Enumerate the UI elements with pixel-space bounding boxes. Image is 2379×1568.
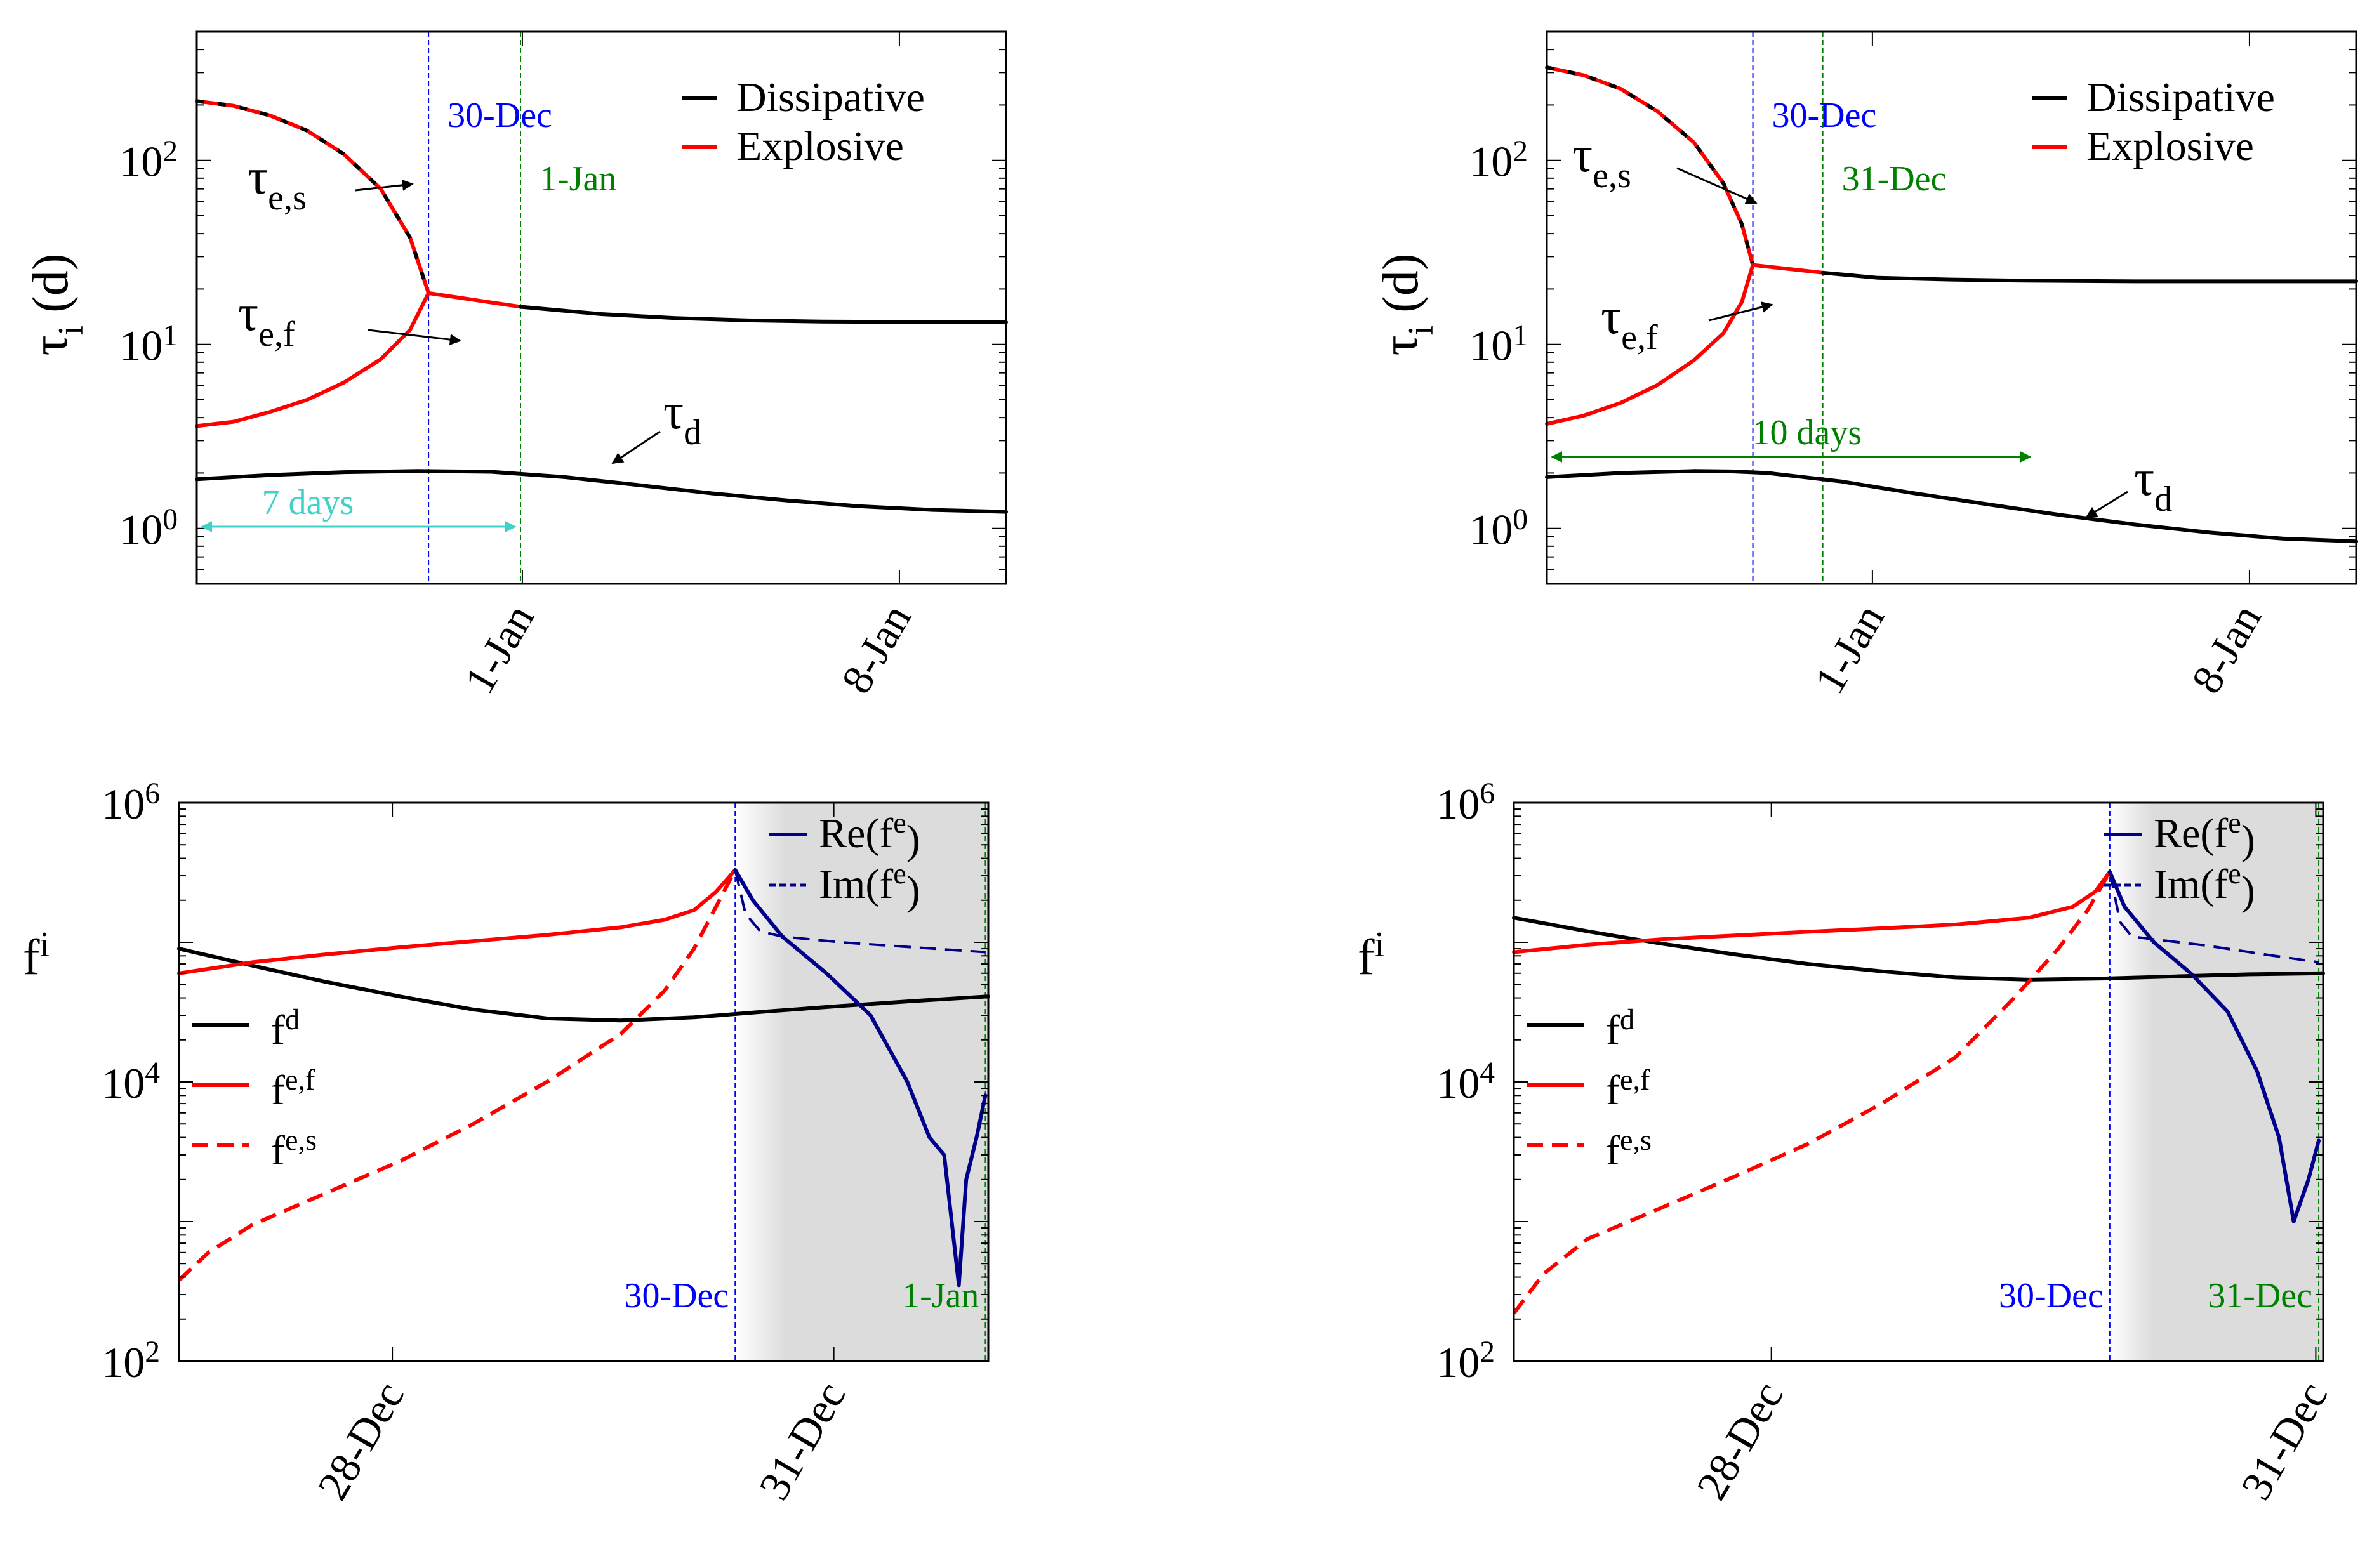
span-label: 7 days <box>262 483 354 522</box>
y-tick-label: 102 <box>1469 135 1528 186</box>
x-tick-label: 1-Jan <box>1805 596 1893 702</box>
y-tick-label: 102 <box>119 135 178 186</box>
tau-annotation: τe,f <box>238 286 295 354</box>
pointer-arrow <box>368 329 461 346</box>
y-axis-label: fi <box>23 925 50 985</box>
legend-label: Dissipative <box>2086 74 2275 121</box>
legend-label: Im(fe) <box>2154 857 2255 914</box>
series-im-fe- <box>734 869 986 954</box>
series-explosive-merged- <box>427 291 522 309</box>
tau-annotation: τe,s <box>1572 127 1631 195</box>
legend-label: Explosive <box>2086 123 2254 169</box>
series-explosive-lower- <box>195 291 431 428</box>
x-tick-label: 28-Dec <box>1687 1374 1793 1508</box>
x-tick-label: 1-Jan <box>454 596 543 702</box>
shaded-region <box>735 803 988 1361</box>
y-tick-label: 102 <box>102 1336 160 1387</box>
pointer-arrow <box>355 179 414 192</box>
series-dissipative-merged- <box>519 305 1008 324</box>
x-tick-label: 8-Jan <box>832 596 920 702</box>
tau-annotation: τd <box>2134 451 2172 519</box>
series-fe-f <box>1512 869 2112 954</box>
tau-annotation: τe,s <box>248 149 307 218</box>
legend-label: Re(fe) <box>819 807 920 863</box>
tau-annotation: τe,f <box>1601 289 1658 357</box>
x-tick-label: 31-Dec <box>750 1374 855 1508</box>
legend-label: Explosive <box>736 123 904 169</box>
vline-label: 1-Jan <box>902 1276 979 1315</box>
vline-label: 30-Dec <box>1999 1276 2104 1315</box>
vline-label: 31-Dec <box>2208 1276 2312 1315</box>
vline-label: 30-Dec <box>1772 96 1877 135</box>
panel-top-left: 30-Dec 1-Jan 100 101 102 1-Jan 8-Jan τi (d) Diss… <box>22 30 1008 702</box>
pointer-arrow <box>2085 491 2128 518</box>
span-label: 10 days <box>1753 413 1862 452</box>
x-tick-label: 8-Jan <box>2182 596 2270 702</box>
series-dissipative-merged- <box>1820 270 2358 284</box>
series--d <box>195 469 1008 514</box>
pointer-arrow <box>611 430 661 464</box>
series-explosive-merged- <box>1751 263 1825 275</box>
vline-label: 30-Dec <box>447 96 552 135</box>
series-fe-s <box>177 869 737 1282</box>
shaded-region <box>2109 803 2323 1361</box>
legend-label: fe,s <box>1606 1124 1652 1174</box>
y-tick-label: 106 <box>1436 777 1495 828</box>
y-tick-label: 100 <box>119 503 178 554</box>
legend-label: Im(fe) <box>819 857 920 914</box>
vline-label: 30-Dec <box>624 1276 729 1315</box>
vline-label: 1-Jan <box>540 159 616 199</box>
x-tick-label: 28-Dec <box>308 1374 413 1508</box>
series-re-fe- <box>733 867 988 1288</box>
x-tick-label: 31-Dec <box>2232 1374 2337 1508</box>
y-tick-label: 106 <box>102 777 160 828</box>
y-axis-label: τi (d) <box>22 254 91 356</box>
series-dissipative-upper-dashed-overlay- <box>196 99 430 294</box>
series-explosive-upper- <box>195 99 431 295</box>
plot-frame <box>195 30 1007 585</box>
series-explosive-lower- <box>1545 263 1755 426</box>
y-tick-label: 100 <box>1469 503 1528 554</box>
plot-frame <box>1546 30 2357 585</box>
tau-annotation: τd <box>663 384 701 452</box>
legend-label: fd <box>1606 1003 1634 1053</box>
vline-label: 31-Dec <box>1842 159 1947 199</box>
series-fd <box>177 947 990 1023</box>
pointer-arrow <box>1708 301 1773 322</box>
panel-bottom-left: 30-Dec 1-Jan 102 104 106 28-Dec 31-Dec fi fd fe,f… <box>23 777 990 1508</box>
legend-label: Re(fe) <box>2154 807 2255 863</box>
y-tick-label: 102 <box>1436 1336 1495 1387</box>
series--d <box>1545 469 2358 544</box>
y-axis-label: τi (d) <box>1372 254 1441 356</box>
series-re-fe- <box>2107 869 2321 1223</box>
legend-label: fe,f <box>271 1064 315 1114</box>
y-tick-label: 101 <box>119 319 178 370</box>
y-tick-label: 101 <box>1469 319 1528 370</box>
y-tick-label: 104 <box>1436 1057 1495 1107</box>
series-dissipative-upper-dashed-overlay- <box>1546 65 1755 266</box>
series-fe-s <box>1512 871 2112 1315</box>
series-fe-f <box>177 867 738 975</box>
panel-top-right: 30-Dec 31-Dec 100 101 102 1-Jan 8-Jan τi (d) Dis… <box>1372 30 2358 702</box>
legend-label: Dissipative <box>736 74 925 121</box>
pointer-arrow <box>1676 167 1758 204</box>
legend-label: fe,s <box>271 1124 317 1174</box>
y-axis-label: fi <box>1358 925 1384 985</box>
legend-label: fe,f <box>1606 1064 1650 1114</box>
series-im-fe- <box>2108 871 2319 964</box>
y-tick-label: 104 <box>102 1057 160 1107</box>
legend-label: fd <box>271 1003 300 1053</box>
panel-bottom-right: 30-Dec 31-Dec 102 104 106 28-Dec 31-Dec fi fd fe,… <box>1358 777 2337 1508</box>
